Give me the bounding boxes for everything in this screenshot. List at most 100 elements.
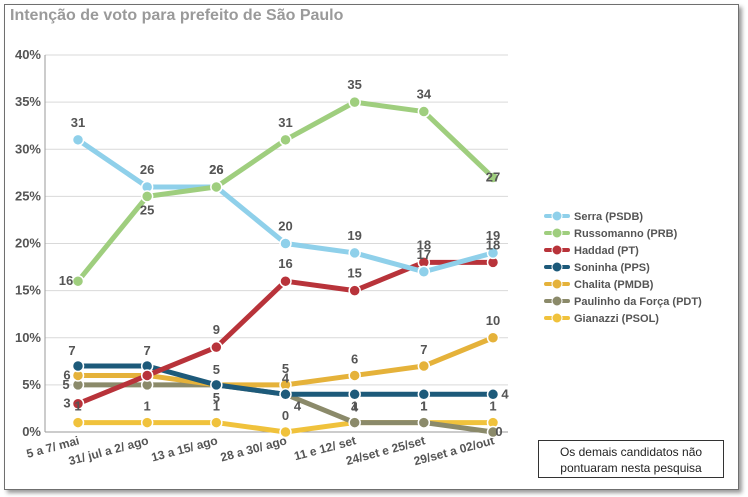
legend-label: Serra (PSDB)	[574, 211, 643, 223]
data-label: 6	[351, 351, 358, 366]
data-point	[210, 378, 223, 392]
data-point	[71, 274, 85, 288]
y-tick-label: 20%	[15, 236, 41, 251]
data-point	[279, 274, 292, 288]
data-label: 26	[140, 162, 154, 177]
note-line-2: pontuaram nesta pesquisa	[560, 461, 702, 475]
data-point	[71, 397, 85, 410]
data-point	[279, 133, 292, 147]
y-tick-label: 10%	[15, 330, 41, 345]
data-label: 16	[278, 256, 292, 271]
data-point	[348, 284, 361, 297]
y-tick-label: 0%	[22, 424, 41, 439]
data-label: 1	[420, 399, 427, 414]
data-label: 1	[213, 399, 220, 414]
x-tick-label: 13 a 15/ ago	[150, 433, 219, 464]
data-label: 1	[144, 399, 151, 414]
x-tick-label: 31/ jul a 2/ ago	[67, 433, 150, 468]
legend-item: Chalita (PMDB)	[544, 278, 654, 291]
x-tick-label: 29/set a 02/out	[412, 433, 496, 468]
data-point	[417, 416, 431, 429]
data-label: 25	[140, 202, 154, 217]
legend-item: Soninha (PPS)	[544, 261, 650, 274]
legend-label: Haddad (PT)	[574, 245, 639, 257]
x-tick-label: 28 a 30/ ago	[219, 433, 288, 464]
data-label: 26	[209, 162, 223, 177]
data-point	[210, 416, 223, 429]
data-label: 0	[495, 424, 502, 439]
data-point	[417, 265, 431, 279]
chart-title: Intenção de voto para prefeito de São Pa…	[10, 7, 344, 24]
data-label: 10	[486, 313, 500, 328]
y-tick-label: 40%	[15, 47, 41, 62]
chart-frame	[4, 4, 739, 490]
data-label: 16	[59, 273, 73, 288]
data-label: 31	[278, 115, 292, 130]
data-point	[486, 388, 500, 401]
data-label: 5	[62, 377, 69, 392]
y-axis: 0% 5% 10% 15% 20% 25% 30% 35% 40%	[15, 47, 41, 439]
data-label: 4	[282, 370, 290, 385]
legend-swatch-marker	[551, 261, 563, 273]
data-label: 4	[351, 399, 359, 414]
data-point	[417, 105, 431, 118]
data-point	[71, 133, 85, 147]
data-label: 1	[74, 399, 81, 414]
data-point	[348, 416, 361, 429]
data-label: 15	[347, 266, 361, 281]
data-label: 0	[282, 408, 289, 423]
data-label: 17	[417, 247, 431, 262]
data-point	[486, 171, 500, 184]
legend-item: Russomanno (PRB)	[544, 227, 678, 240]
legend-label: Gianazzi (PSOL)	[574, 313, 659, 325]
note-line-1: Os demais candidatos não	[559, 445, 703, 459]
data-label: 18	[486, 237, 500, 252]
data-point	[140, 416, 154, 429]
data-label: 9	[213, 322, 220, 337]
data-point	[279, 425, 292, 439]
data-point	[210, 180, 223, 194]
data-label: 19	[347, 228, 361, 243]
legend-swatch-marker	[551, 312, 563, 324]
data-label: 1	[351, 399, 358, 414]
y-tick-label: 30%	[15, 141, 41, 156]
data-label: 3	[63, 396, 70, 411]
note-box: Os demais candidatos não pontuaram nesta…	[538, 440, 724, 478]
data-label: 5	[213, 390, 220, 405]
data-point	[348, 246, 361, 260]
data-label: 1	[420, 399, 427, 414]
series-lines	[71, 95, 500, 439]
data-label: 27	[486, 170, 500, 185]
legend-label: Soninha (PPS)	[574, 262, 650, 274]
data-label: 7	[144, 343, 151, 358]
y-tick-label: 5%	[22, 377, 41, 392]
data-label: 5	[282, 361, 289, 376]
data-label: 7	[68, 343, 75, 358]
data-label: 4	[294, 398, 302, 413]
legend-swatch-marker	[551, 244, 563, 256]
legend-label: Chalita (PMDB)	[574, 279, 654, 291]
data-point	[71, 359, 85, 373]
data-label: 34	[417, 87, 432, 102]
y-tick-label: 35%	[15, 94, 41, 109]
data-point	[486, 246, 500, 260]
data-point	[210, 340, 223, 354]
data-point	[279, 388, 292, 401]
data-point	[486, 331, 500, 344]
data-label: 20	[278, 219, 292, 234]
data-point	[486, 425, 500, 439]
data-label: 1	[489, 399, 496, 414]
data-point	[140, 369, 154, 382]
legend: Serra (PSDB) Russomanno (PRB) Haddad (PT) S…	[544, 210, 702, 325]
legend-item: Serra (PSDB)	[544, 210, 643, 223]
data-label: 35	[347, 77, 361, 92]
legend-swatch-marker	[551, 210, 563, 222]
data-point	[71, 416, 85, 429]
data-point	[279, 237, 292, 250]
legend-swatch-marker	[551, 295, 563, 307]
data-point	[417, 388, 431, 401]
data-point	[348, 369, 361, 382]
legend-item: Gianazzi (PSOL)	[544, 312, 659, 325]
